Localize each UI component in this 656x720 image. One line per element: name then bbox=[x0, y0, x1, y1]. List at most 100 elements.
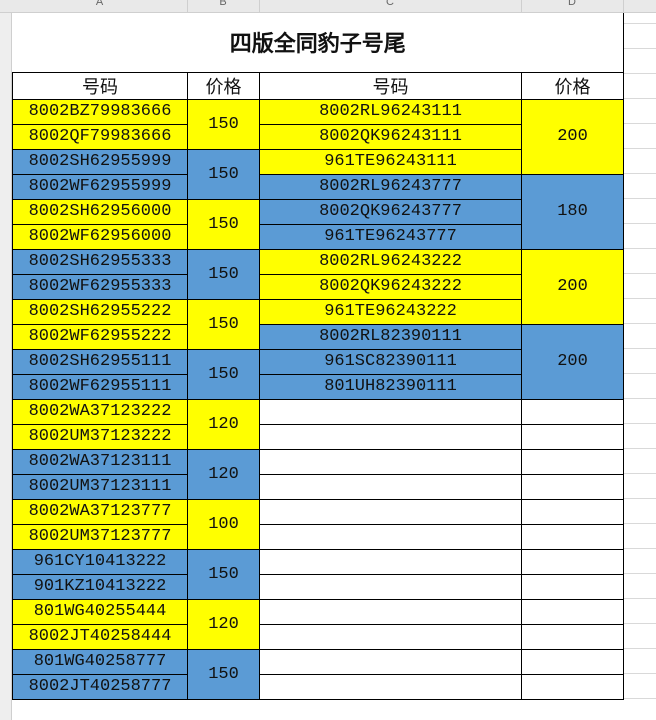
column-header-c[interactable]: C bbox=[386, 0, 394, 8]
empty-cell[interactable] bbox=[521, 574, 624, 600]
number-cell-right[interactable]: 961TE96243111 bbox=[259, 149, 522, 175]
number-cell-left[interactable]: 8002WF62955222 bbox=[12, 324, 188, 350]
price-cell-left[interactable]: 150 bbox=[187, 149, 260, 200]
table-row: 8002SH62955222 150 961TE96243222 bbox=[12, 299, 624, 350]
number-cell-right[interactable]: 8002QK96243222 bbox=[259, 274, 522, 300]
column-header-bar: A B C D bbox=[0, 0, 656, 13]
price-cell-right[interactable]: 200 bbox=[521, 324, 624, 400]
number-cell-right[interactable]: 8002RL96243777 bbox=[259, 174, 522, 200]
empty-cell[interactable] bbox=[521, 399, 624, 425]
empty-cell[interactable] bbox=[521, 674, 624, 700]
price-cell-left[interactable]: 120 bbox=[187, 599, 260, 650]
table-row: 8002WF62955999 8002RL96243777 180 bbox=[12, 174, 624, 250]
empty-cell[interactable] bbox=[259, 449, 522, 475]
header-price-right[interactable]: 价格 bbox=[521, 72, 624, 100]
price-cell-left[interactable]: 150 bbox=[187, 549, 260, 600]
number-cell-left[interactable]: 8002UM37123111 bbox=[12, 474, 188, 500]
number-cell-left[interactable]: 8002QF79983666 bbox=[12, 124, 188, 150]
table-row: 8002SH62955999 150 961TE96243111 bbox=[12, 149, 624, 200]
empty-cell[interactable] bbox=[521, 649, 624, 675]
table-row: 8002JT40258777 bbox=[12, 674, 624, 700]
number-cell-left[interactable]: 8002BZ79983666 bbox=[12, 99, 188, 125]
number-cell-right[interactable]: 8002RL96243111 bbox=[259, 99, 522, 125]
number-cell-left[interactable]: 8002SH62955111 bbox=[12, 349, 188, 375]
table-row: 8002WA37123111 120 bbox=[12, 449, 624, 500]
empty-cell[interactable] bbox=[259, 424, 522, 450]
table-row: 8002SH62955111 150 961SC82390111 bbox=[12, 349, 624, 400]
number-cell-left[interactable]: 8002SH62955999 bbox=[12, 149, 188, 175]
price-cell-left[interactable]: 150 bbox=[187, 199, 260, 250]
column-header-a[interactable]: A bbox=[95, 0, 104, 8]
number-cell-left[interactable]: 8002WA37123222 bbox=[12, 399, 188, 425]
empty-cell[interactable] bbox=[521, 499, 624, 525]
empty-cell[interactable] bbox=[521, 599, 624, 625]
number-cell-left[interactable]: 8002SH62955222 bbox=[12, 299, 188, 325]
number-cell-left[interactable]: 8002WA37123777 bbox=[12, 499, 188, 525]
number-cell-left[interactable]: 8002WF62956000 bbox=[12, 224, 188, 250]
number-cell-left[interactable]: 8002WA37123111 bbox=[12, 449, 188, 475]
empty-cell[interactable] bbox=[259, 549, 522, 575]
empty-cell[interactable] bbox=[521, 424, 624, 450]
header-number-right[interactable]: 号码 bbox=[259, 72, 522, 100]
empty-cell[interactable] bbox=[259, 574, 522, 600]
number-cell-left[interactable]: 8002WF62955999 bbox=[12, 174, 188, 200]
table-row: 8002UM37123777 bbox=[12, 524, 624, 550]
column-header-b[interactable]: B bbox=[219, 0, 227, 8]
price-cell-left[interactable]: 150 bbox=[187, 299, 260, 350]
table-row: 8002UM37123222 bbox=[12, 424, 624, 450]
number-cell-left[interactable]: 901KZ10413222 bbox=[12, 574, 188, 600]
number-cell-left[interactable]: 8002UM37123777 bbox=[12, 524, 188, 550]
number-cell-right[interactable]: 8002RL82390111 bbox=[259, 324, 522, 350]
number-cell-left[interactable]: 8002JT40258444 bbox=[12, 624, 188, 650]
empty-cell[interactable] bbox=[259, 399, 522, 425]
header-price-left[interactable]: 价格 bbox=[187, 72, 260, 100]
empty-cell[interactable] bbox=[259, 474, 522, 500]
empty-cell[interactable] bbox=[521, 549, 624, 575]
price-cell-left[interactable]: 150 bbox=[187, 99, 260, 150]
price-cell-left[interactable]: 150 bbox=[187, 249, 260, 300]
empty-cell[interactable] bbox=[259, 599, 522, 625]
price-cell-right[interactable]: 200 bbox=[521, 249, 624, 325]
empty-cell[interactable] bbox=[521, 624, 624, 650]
empty-cell[interactable] bbox=[259, 524, 522, 550]
empty-cell[interactable] bbox=[521, 524, 624, 550]
number-cell-left[interactable]: 8002WF62955111 bbox=[12, 374, 188, 400]
number-cell-left[interactable]: 961CY10413222 bbox=[12, 549, 188, 575]
number-cell-right[interactable]: 961TE96243222 bbox=[259, 299, 522, 325]
table-row: 801WG40258777 150 bbox=[12, 649, 624, 700]
number-cell-left[interactable]: 8002WF62955333 bbox=[12, 274, 188, 300]
empty-cell[interactable] bbox=[521, 449, 624, 475]
empty-cell[interactable] bbox=[259, 674, 522, 700]
table-row: 8002BZ79983666 150 8002RL96243111 200 bbox=[12, 99, 624, 175]
number-cell-right[interactable]: 8002QK96243111 bbox=[259, 124, 522, 150]
price-cell-left[interactable]: 150 bbox=[187, 349, 260, 400]
number-cell-right[interactable]: 961SC82390111 bbox=[259, 349, 522, 375]
price-cell-left[interactable]: 120 bbox=[187, 399, 260, 450]
table-row: 801WG40255444 120 bbox=[12, 599, 624, 650]
empty-grid-area[interactable] bbox=[623, 12, 656, 720]
number-cell-left[interactable]: 801WG40255444 bbox=[12, 599, 188, 625]
row-number-gutter[interactable] bbox=[0, 12, 12, 720]
empty-cell[interactable] bbox=[259, 624, 522, 650]
number-cell-right[interactable]: 8002RL96243222 bbox=[259, 249, 522, 275]
price-table: 四版全同豹子号尾 号码 价格 号码 价格 8002BZ79983666 150 80… bbox=[12, 12, 624, 700]
number-cell-left[interactable]: 8002SH62956000 bbox=[12, 199, 188, 225]
table-title[interactable]: 四版全同豹子号尾 bbox=[12, 12, 624, 73]
number-cell-right[interactable]: 801UH82390111 bbox=[259, 374, 522, 400]
number-cell-left[interactable]: 8002JT40258777 bbox=[12, 674, 188, 700]
price-cell-left[interactable]: 120 bbox=[187, 449, 260, 500]
empty-cell[interactable] bbox=[259, 649, 522, 675]
number-cell-left[interactable]: 8002UM37123222 bbox=[12, 424, 188, 450]
number-cell-left[interactable]: 8002SH62955333 bbox=[12, 249, 188, 275]
price-cell-left[interactable]: 100 bbox=[187, 499, 260, 550]
price-cell-right[interactable]: 200 bbox=[521, 99, 624, 175]
header-number-left[interactable]: 号码 bbox=[12, 72, 188, 100]
empty-cell[interactable] bbox=[521, 474, 624, 500]
number-cell-right[interactable]: 8002QK96243777 bbox=[259, 199, 522, 225]
empty-cell[interactable] bbox=[259, 499, 522, 525]
price-cell-left[interactable]: 150 bbox=[187, 649, 260, 700]
number-cell-left[interactable]: 801WG40258777 bbox=[12, 649, 188, 675]
number-cell-right[interactable]: 961TE96243777 bbox=[259, 224, 522, 250]
column-header-d[interactable]: D bbox=[568, 0, 576, 8]
price-cell-right[interactable]: 180 bbox=[521, 174, 624, 250]
